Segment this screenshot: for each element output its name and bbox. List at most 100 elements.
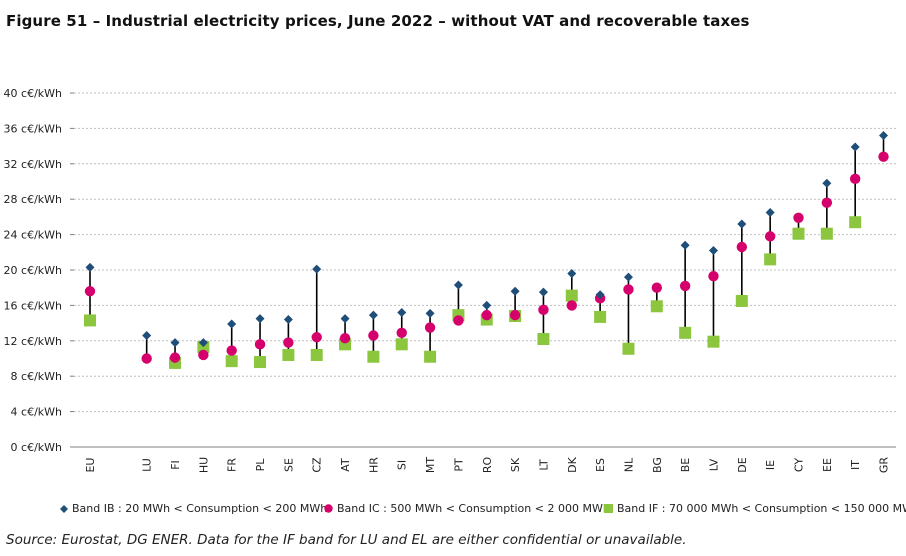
x-tick-label: EU <box>84 457 97 472</box>
y-tick-label: 28 c€/kWh <box>4 193 62 206</box>
legend-label-band-ib: Band IB : 20 MWh < Consumption < 200 MWh <box>72 502 328 515</box>
band-ic-marker <box>283 337 294 348</box>
band-if-marker <box>650 300 663 313</box>
band-ib-marker <box>538 287 548 297</box>
x-tick-label: SE <box>282 458 295 472</box>
band-ic-marker <box>623 284 634 295</box>
chart-plot: 0 c€/kWh 4 c€/kWh 8 c€/kWh 12 c€/kWh 16 c€/k… <box>4 87 896 473</box>
x-tick-label: RO <box>481 457 494 474</box>
band-ic-marker <box>141 353 152 364</box>
band-ic-marker <box>226 345 237 356</box>
band-ic-marker <box>453 315 464 326</box>
band-if-marker <box>849 216 862 229</box>
band-ic-marker <box>708 270 719 282</box>
x-tick-label: FI <box>169 460 182 470</box>
x-tick-label: CZ <box>311 457 324 473</box>
band-ic-marker <box>538 304 549 316</box>
x-tick-label: PT <box>452 458 465 472</box>
band-ib-marker <box>879 130 889 140</box>
y-tick-label: 4 c€/kWh <box>11 406 62 419</box>
band-ib-marker <box>85 262 95 272</box>
band-ib-marker <box>227 319 237 329</box>
x-tick-label: LU <box>141 458 154 472</box>
x-tick-label: SK <box>509 457 522 472</box>
x-tick-label: IE <box>764 460 777 470</box>
band-ib-marker <box>283 315 293 325</box>
band-ib-marker <box>765 207 775 217</box>
band-if-marker <box>792 227 805 240</box>
x-tick-label: DE <box>736 457 749 472</box>
band-if-marker <box>735 294 748 307</box>
x-tick-label: HR <box>367 457 380 473</box>
band-ib-marker <box>170 338 180 348</box>
band-if-marker <box>395 338 408 351</box>
x-tick-label: BE <box>679 458 692 473</box>
band-ic-marker <box>736 241 748 253</box>
band-ic-marker <box>339 332 351 344</box>
band-ic-marker <box>84 286 96 297</box>
y-tick-label: 24 c€/kWh <box>4 229 62 242</box>
range-stems <box>89 135 885 363</box>
band-ib-marker <box>737 219 747 229</box>
band-ib-marker <box>397 307 407 317</box>
y-tick-label: 40 c€/kWh <box>4 87 62 100</box>
band-ic-marker <box>849 173 861 185</box>
y-tick-label: 16 c€/kWh <box>4 299 62 312</box>
y-tick-label: 0 c€/kWh <box>11 441 62 454</box>
band-ib-marker <box>425 308 435 318</box>
band-if-marker <box>282 348 295 361</box>
band-ic-marker <box>764 231 776 242</box>
x-axis-tick-labels: EU LU FI HU FR PL SE CZ AT HR SI MT PT RO SK LT DK ES NL BG… <box>84 456 891 473</box>
x-tick-label: LV <box>707 458 720 471</box>
band-if-marker <box>310 348 323 361</box>
band-ic-marker <box>679 280 691 292</box>
band-if-marker <box>254 356 267 369</box>
y-tick-label: 8 c€/kWh <box>11 370 62 383</box>
x-tick-label: IT <box>849 460 862 470</box>
band-ib-marker <box>822 178 832 188</box>
x-tick-label: NL <box>622 457 635 472</box>
band-ib-marker <box>255 314 265 324</box>
band-if-marker <box>707 335 720 348</box>
x-tick-label: HU <box>197 457 210 473</box>
chart-title: Figure 51 – Industrial electricity price… <box>6 12 750 30</box>
circle-marker-icon <box>324 504 333 513</box>
y-tick-label: 32 c€/kWh <box>4 158 62 171</box>
band-ic-marker <box>651 282 662 293</box>
square-marker-icon <box>604 504 613 513</box>
band-ib-marker <box>567 269 577 279</box>
x-tick-label: CY <box>793 458 806 472</box>
band-if-marker <box>764 253 777 266</box>
legend-item-band-ic: Band IC : 500 MWh < Consumption < 2 000 … <box>324 502 610 515</box>
band-ib-marker <box>850 142 860 152</box>
band-ic-marker <box>566 300 577 311</box>
y-tick-label: 12 c€/kWh <box>4 335 62 348</box>
x-tick-label: ES <box>594 458 607 472</box>
y-tick-label: 36 c€/kWh <box>4 122 62 135</box>
band-if-marker <box>537 333 550 346</box>
band-ic-marker <box>821 197 833 208</box>
band-ic-marker <box>254 339 266 350</box>
y-axis-tick-labels: 0 c€/kWh 4 c€/kWh 8 c€/kWh 12 c€/kWh 16 c€/k… <box>4 87 62 454</box>
band-if-marker <box>594 310 607 323</box>
band-if-marker <box>84 314 96 327</box>
band-ic-marker <box>878 151 889 162</box>
x-tick-label: LT <box>537 459 550 471</box>
band-ic-marker <box>509 309 521 321</box>
band-if-marker <box>367 350 380 363</box>
x-tick-label: GR <box>878 457 891 474</box>
band-if-marker <box>424 350 437 363</box>
x-tick-label: EE <box>821 458 834 472</box>
x-tick-label: AT <box>339 458 352 472</box>
band-ic-marker <box>396 327 407 339</box>
legend-item-band-ib: Band IB : 20 MWh < Consumption < 200 MWh <box>60 502 327 515</box>
x-tick-label: BG <box>651 457 664 473</box>
band-ic-marker <box>198 349 209 361</box>
data-markers <box>84 130 889 369</box>
band-if-marker <box>820 227 833 240</box>
legend-item-band-if: Band IF : 70 000 MWh < Consumption < 150… <box>604 502 906 515</box>
band-if-marker <box>565 289 578 302</box>
band-ic-marker <box>424 322 436 333</box>
x-tick-label: MT <box>424 457 437 473</box>
band-ib-marker <box>312 264 322 274</box>
